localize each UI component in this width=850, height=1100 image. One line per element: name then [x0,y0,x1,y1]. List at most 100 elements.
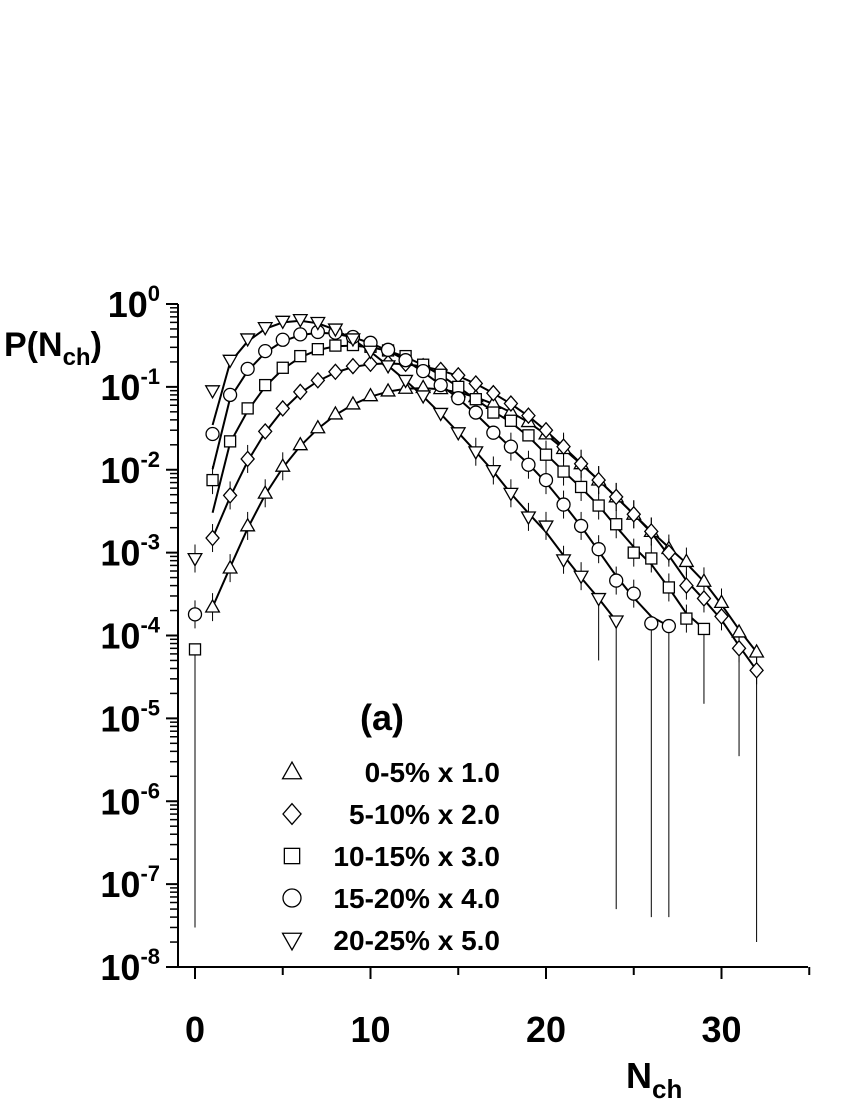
x-tick-label: 0 [185,1009,205,1050]
data-point [239,517,256,532]
data-point [292,436,309,451]
data-point [661,618,676,634]
data-point [187,607,203,622]
data-point [327,323,344,338]
data-point [450,427,467,442]
data-point [643,523,659,540]
data-point [205,529,220,547]
data-point [539,448,553,461]
data-point [380,382,396,397]
data-point [469,393,482,406]
data-point [591,542,606,557]
legend-label: 20-25% x 5.0 [333,925,500,956]
data-point [222,559,239,574]
data-point [485,464,502,479]
y-tick-label: 10-7 [100,861,160,905]
data-point [556,438,571,456]
legend-label: 10-15% x 3.0 [333,841,500,872]
data-point [293,327,308,342]
data-point [538,472,554,488]
x-tick-label: 10 [350,1009,390,1050]
data-point [397,374,414,389]
data-point [697,622,711,636]
data-point [696,572,712,587]
data-point [274,457,291,472]
y-tick-label: 10-3 [100,530,160,574]
data-point [292,313,309,328]
data-point [521,457,536,472]
data-point [398,353,413,368]
fit-curves [211,319,758,671]
data-point [487,406,500,419]
legend-marker [281,760,303,780]
data-point [450,366,466,384]
data-point [433,377,448,393]
data-point [362,387,379,402]
data-point [309,316,326,331]
data-point [275,332,290,347]
legend-marker [281,932,303,952]
data-point [274,315,291,330]
data-point [257,422,273,440]
data-point [573,570,590,585]
data-point [627,546,640,559]
data-point [223,435,237,448]
y-tick-label: 10-1 [100,364,160,408]
data-point [592,499,605,512]
data-point [222,354,239,369]
data-point [661,544,677,562]
data-point [644,616,659,631]
data-point [328,363,343,381]
data-point [345,395,361,410]
data-point [222,486,238,504]
data-point [485,384,501,402]
data-point [309,419,326,434]
data-point [680,612,693,625]
x-tick-label: 20 [526,1009,566,1050]
x-axis-label: Nch [626,1055,682,1100]
data-point [609,573,624,588]
data-point [363,355,378,373]
data-point [502,487,519,502]
data-point [380,342,396,357]
data-point [538,520,554,535]
data-point [415,363,431,379]
data-point [257,322,274,337]
data-point [451,391,466,406]
data-point [504,414,518,427]
data-point [626,505,642,523]
data-point [327,405,344,420]
data-point [748,643,765,658]
data-point [521,407,536,425]
data-point [205,426,220,442]
data-points [187,313,765,679]
y-tick-label: 10-5 [100,695,160,739]
y-tick-label: 10-4 [100,613,160,657]
data-point [626,586,641,601]
data-point [310,371,326,389]
y-tick-label: 10-2 [100,447,160,491]
data-point [452,380,465,394]
data-point [573,455,589,473]
legend-marker [283,847,301,865]
data-point [239,333,256,348]
legend-label: 15-20% x 4.0 [333,883,500,914]
data-point [468,405,483,420]
data-point [329,339,342,352]
data-point [538,421,554,439]
data-point [311,343,325,356]
data-point [731,623,747,638]
data-point [380,360,396,375]
data-point [188,643,202,656]
legend-label: 0-5% x 1.0 [365,757,500,788]
x-tick-label: 30 [701,1009,741,1050]
data-point [645,552,658,565]
data-point [187,552,203,567]
data-point [257,484,274,499]
fit-curve [211,387,758,653]
data-point [240,450,256,468]
data-point [731,639,747,657]
legend: 0-5% x 1.0 5-10% x 2.0 10-15% x 3.0 15-20% … [281,757,500,956]
data-point [696,589,712,607]
